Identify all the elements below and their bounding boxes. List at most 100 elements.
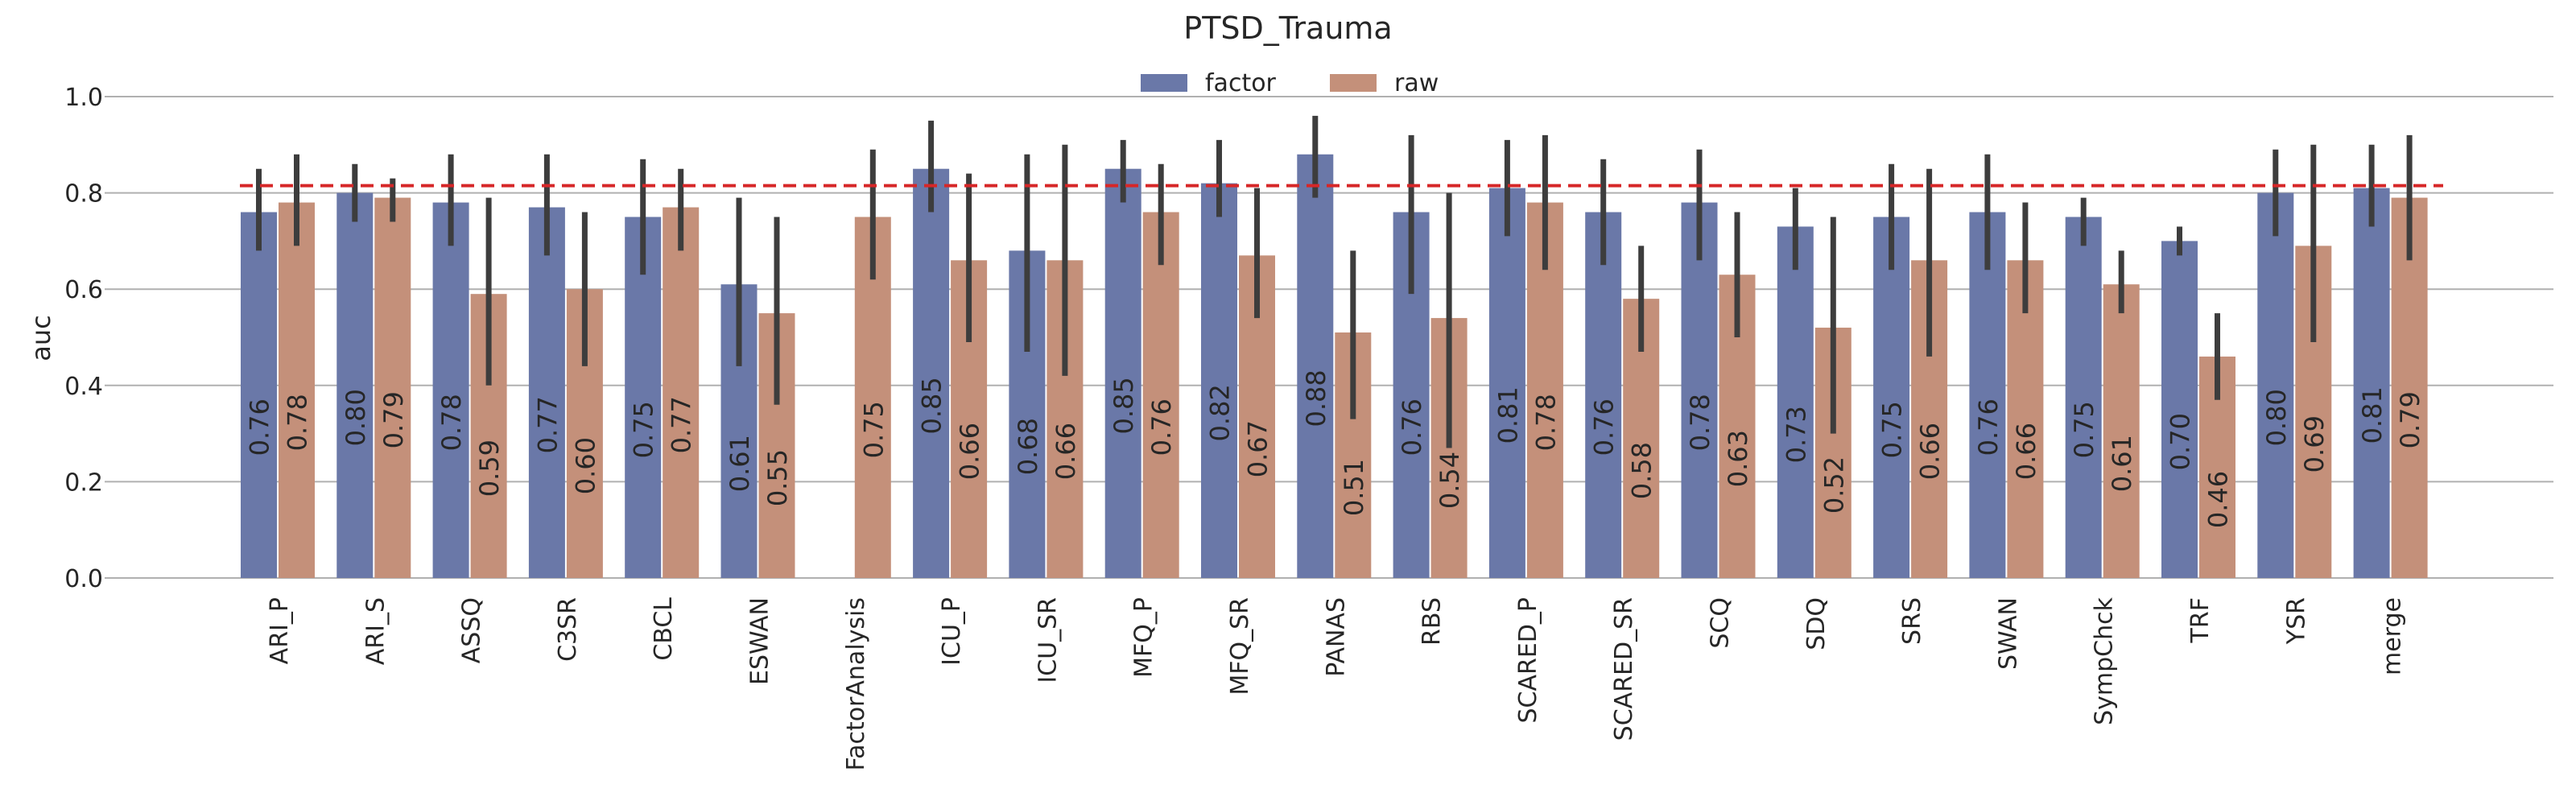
x-tick-label: ICU_SR (1034, 597, 1062, 683)
x-tick-label: PANAS (1322, 597, 1350, 677)
bar-value-label: 0.75 (1877, 401, 1908, 458)
error-bars (256, 115, 2413, 448)
bar-value-label: 0.78 (1530, 394, 1561, 451)
bar-factor (1681, 202, 1718, 578)
x-tick-label: SWAN (1994, 597, 2022, 670)
y-tick-labels: 0.0 0.2 0.4 0.6 0.8 1.0 (64, 84, 103, 593)
bar-value-label: 0.78 (436, 394, 467, 451)
legend: factor raw (1141, 69, 1439, 97)
x-tick-label: ASSQ (458, 597, 486, 663)
legend-swatch-factor (1141, 74, 1187, 92)
bar-value-label: 0.75 (858, 401, 889, 458)
bar-factor (2065, 217, 2102, 578)
bar-value-label: 0.79 (378, 391, 409, 448)
x-tick-label: ARI_P (266, 597, 294, 664)
legend-label-raw: raw (1394, 69, 1439, 97)
bar-value-label: 0.67 (1243, 420, 1274, 477)
bar-value-label: 0.80 (2261, 389, 2292, 446)
bar-raw (279, 202, 315, 578)
bar-factor (2353, 188, 2390, 578)
bar-factor (1777, 226, 1814, 578)
y-tick-label: 0.0 (64, 565, 103, 593)
bar-value-label: 0.69 (2299, 415, 2330, 473)
bar-factor (625, 217, 662, 578)
x-tick-label: SCQ (1707, 597, 1735, 649)
x-tick-label: FactorAnalysis (842, 597, 870, 770)
y-tick-label: 0.2 (64, 469, 103, 497)
bar-factor (432, 202, 469, 578)
bar-value-label: 0.85 (917, 377, 947, 434)
bar-value-label: 0.77 (532, 396, 563, 453)
bar-value-label: 0.66 (955, 423, 985, 480)
bar-factor (1104, 168, 1141, 578)
bar-factor (1873, 217, 1910, 578)
bar-value-label: 0.66 (2011, 423, 2041, 480)
x-tick-label: SCARED_SR (1610, 597, 1638, 741)
bar-value-label: 0.76 (1146, 398, 1177, 456)
x-tick-label: CBCL (650, 597, 678, 661)
bar-value-label: 0.81 (2357, 386, 2388, 444)
bar-value-label: 0.59 (474, 440, 505, 497)
x-tick-label: C3SR (554, 597, 582, 662)
bar-value-label: 0.66 (1915, 423, 1946, 480)
bar-value-label: 0.52 (1818, 456, 1849, 514)
bar-value-label: 0.75 (629, 401, 659, 458)
x-tick-label: ARI_S (361, 597, 390, 665)
bar-value-label: 0.46 (2203, 471, 2234, 528)
x-tick-label: TRF (2186, 597, 2215, 643)
y-tick-label: 0.8 (64, 180, 103, 208)
bar-value-label: 0.77 (667, 396, 697, 453)
bar-factor (1488, 188, 1525, 578)
chart-title: PTSD_Trauma (1183, 10, 1392, 46)
bar-value-label: 0.54 (1435, 452, 1465, 509)
x-tick-label: RBS (1418, 597, 1447, 646)
x-tick-label: SDQ (1802, 597, 1831, 650)
bar-value-label: 0.55 (762, 449, 793, 506)
bar-value-label: 0.80 (341, 389, 371, 446)
x-tick-label: ICU_P (938, 597, 966, 666)
bar-value-label: 0.70 (2165, 413, 2196, 470)
bar-value-label: 0.75 (2069, 401, 2099, 458)
bar-factor (1585, 212, 1622, 578)
bar-factor (1201, 183, 1237, 578)
bar-factor (913, 168, 950, 578)
bar-value-label: 0.66 (1051, 423, 1081, 480)
bar-value-label: 0.85 (1108, 377, 1139, 434)
x-tick-label: SympChck (2091, 597, 2119, 725)
bar-value-label: 0.60 (570, 437, 601, 494)
bar-value-label: 0.78 (1685, 394, 1715, 451)
bar-raw (2391, 197, 2428, 578)
y-tick-label: 0.4 (64, 373, 103, 401)
y-axis-label: auc (26, 315, 56, 361)
bar-value-label: 0.76 (245, 398, 275, 456)
bar-value-label: 0.78 (283, 394, 313, 451)
bar-value-label: 0.73 (1781, 406, 1811, 463)
y-tick-label: 0.6 (64, 276, 103, 304)
bar-value-label: 0.76 (1397, 398, 1427, 456)
y-tick-label: 1.0 (64, 84, 103, 112)
bar-value-label: 0.76 (1589, 398, 1620, 456)
x-tick-label: YSR (2282, 597, 2310, 645)
legend-swatch-raw (1330, 74, 1377, 92)
bar-value-label: 0.82 (1205, 384, 1236, 441)
bar-raw (663, 207, 700, 578)
bar-value-label: 0.61 (2107, 435, 2137, 492)
x-tick-label: SRS (1898, 597, 1926, 645)
bar-value-label: 0.79 (2395, 391, 2425, 448)
bar-value-label: 0.76 (1973, 398, 2004, 456)
bar-raw (1142, 212, 1179, 578)
bar-value-label: 0.81 (1492, 386, 1523, 444)
bar-value-label: 0.51 (1339, 459, 1369, 516)
bar-value-label: 0.88 (1301, 369, 1331, 427)
bar-factor (1297, 154, 1334, 578)
bar-value-label: 0.58 (1627, 442, 1657, 499)
bar-factor (2161, 241, 2198, 578)
legend-label-factor: factor (1205, 69, 1277, 97)
bar-value-label: 0.61 (724, 435, 755, 492)
x-tick-label: MFQ_SR (1226, 597, 1254, 696)
bar-factor (528, 207, 565, 578)
bar-factor (336, 192, 374, 578)
bar-factor (2257, 192, 2294, 578)
x-tick-labels: ARI_P ARI_S ASSQ C3SR CBCL ESWAN FactorAnalysi… (266, 597, 2407, 770)
